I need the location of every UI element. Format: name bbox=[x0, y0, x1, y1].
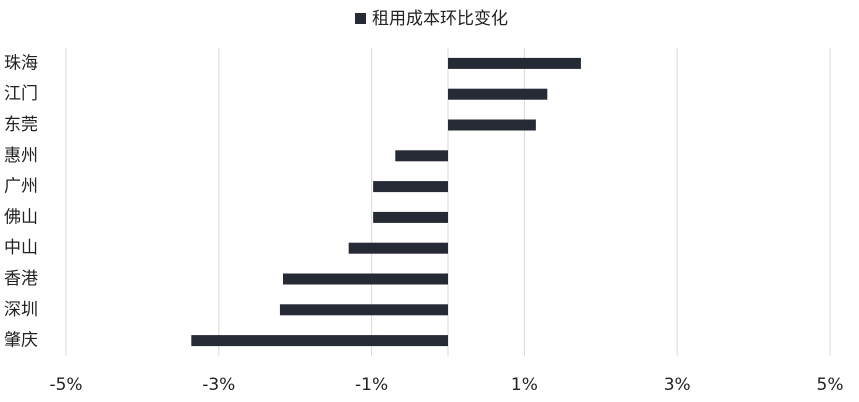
x-tick-label: 5% bbox=[817, 375, 844, 395]
x-tick-label: 1% bbox=[511, 375, 538, 395]
bar bbox=[448, 88, 548, 100]
bar bbox=[282, 273, 448, 285]
y-tick-label: 肇庆 bbox=[4, 331, 38, 351]
bar bbox=[373, 211, 448, 223]
y-tick-label: 香港 bbox=[4, 269, 38, 289]
bar bbox=[448, 57, 581, 69]
legend-label: 租用成本环比变化 bbox=[372, 9, 508, 29]
y-tick-label: 广州 bbox=[4, 177, 38, 197]
legend-swatch bbox=[355, 13, 366, 24]
bar bbox=[191, 335, 448, 347]
x-tick-label: -1% bbox=[355, 375, 388, 395]
x-tick-label: -3% bbox=[202, 375, 235, 395]
bar bbox=[448, 119, 536, 131]
bar bbox=[373, 181, 448, 193]
bar bbox=[279, 304, 448, 316]
y-tick-label: 中山 bbox=[4, 238, 38, 258]
x-tick-label: 3% bbox=[664, 375, 691, 395]
y-tick-label: 深圳 bbox=[4, 300, 38, 320]
bar bbox=[348, 242, 448, 254]
x-tick-label: -5% bbox=[49, 375, 82, 395]
bar bbox=[395, 150, 448, 162]
y-tick-label: 珠海 bbox=[4, 53, 38, 73]
y-tick-label: 东莞 bbox=[4, 115, 38, 135]
y-tick-label: 惠州 bbox=[4, 146, 38, 166]
y-tick-label: 江门 bbox=[4, 84, 38, 104]
y-tick-label: 佛山 bbox=[4, 207, 38, 227]
